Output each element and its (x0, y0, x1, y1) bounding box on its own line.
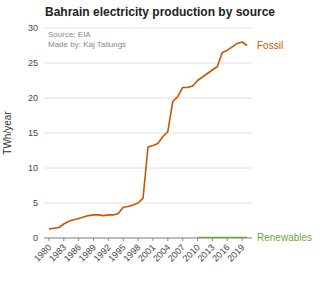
y-tick-label: 20 (28, 93, 38, 103)
series-label: Fossil (257, 40, 283, 51)
x-tick (138, 238, 139, 241)
x-tick-label: 2019 (225, 242, 246, 263)
x-axis (44, 238, 252, 239)
y-tick-label: 25 (28, 58, 38, 68)
grid-line (44, 168, 252, 169)
y-axis-label: TWh/year (2, 111, 13, 155)
grid-line (44, 28, 252, 29)
grid-line (44, 63, 252, 64)
x-tick (108, 238, 109, 241)
x-tick (152, 238, 153, 241)
x-tick (227, 238, 228, 241)
annotation: Made by: Kaj Tallungs (48, 40, 126, 49)
series-label: Renewables (257, 232, 312, 243)
grid-line (44, 203, 252, 204)
title: Bahrain electricity production by source (45, 5, 275, 19)
series-line (198, 237, 248, 238)
plot-area (49, 42, 247, 238)
x-tick (63, 238, 64, 241)
x-tick (123, 238, 124, 241)
grid-line (44, 133, 252, 134)
x-tick (182, 238, 183, 241)
y-tick-label: 0 (33, 233, 38, 243)
x-tick (197, 238, 198, 241)
y-tick-label: 30 (28, 23, 38, 33)
x-tick (78, 238, 79, 241)
x-tick (167, 238, 168, 241)
chart: 0510152025301980198319861989199219951998… (0, 0, 320, 287)
grid-line (44, 238, 252, 239)
x-tick (212, 238, 213, 241)
y-tick-label: 5 (33, 198, 38, 208)
x-tick (93, 238, 94, 241)
x-tick (48, 238, 49, 241)
series-line (49, 42, 247, 229)
annotation: Source: EIA (48, 30, 91, 39)
y-tick-label: 15 (28, 128, 38, 138)
grid-line (44, 98, 252, 99)
y-tick-label: 10 (28, 163, 38, 173)
x-tick (242, 238, 243, 241)
